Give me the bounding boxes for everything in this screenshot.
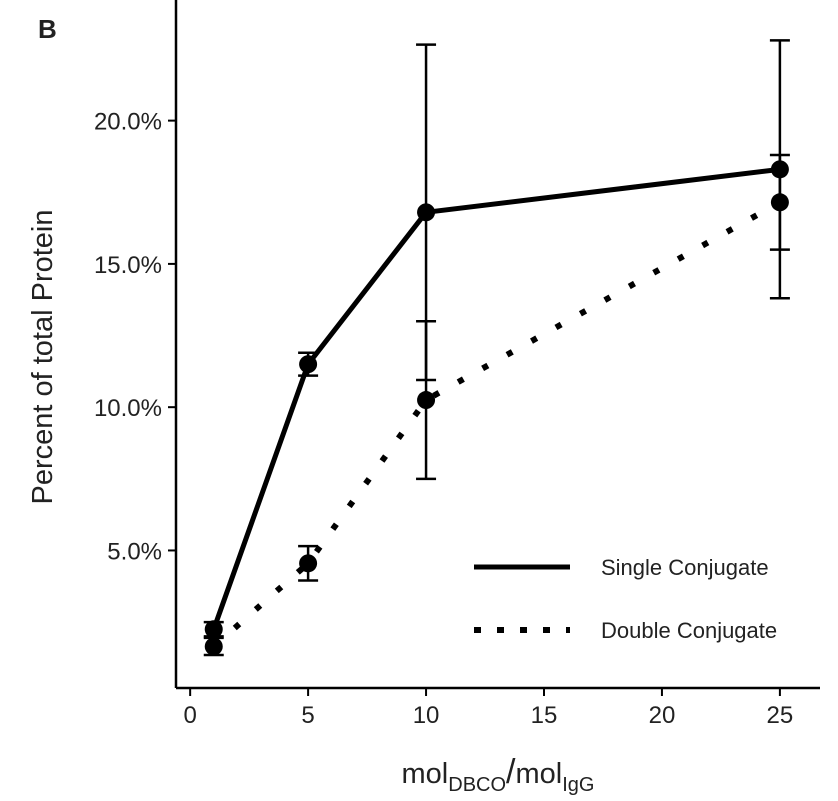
x-tick-label: 10 xyxy=(413,702,440,729)
series-line-0 xyxy=(211,166,781,631)
series-line-1 xyxy=(211,199,782,649)
x-tick-label: 25 xyxy=(767,702,794,729)
x-tick-label: 0 xyxy=(183,702,196,729)
y-axis-label: Percent of total Protein xyxy=(27,210,59,505)
x-axis-label: molDBCO/molIgG xyxy=(402,753,595,796)
data-point xyxy=(299,355,318,374)
y-tick-label: 5.0% xyxy=(107,538,162,565)
y-tick-label: 10.0% xyxy=(94,395,162,422)
legend-label: Single Conjugate xyxy=(601,555,769,580)
data-point xyxy=(770,193,789,212)
panel-label: B xyxy=(38,14,57,44)
x-tick-label: 20 xyxy=(649,702,676,729)
x-tick-label: 5 xyxy=(301,702,314,729)
y-tick-label: 15.0% xyxy=(94,252,162,279)
data-point xyxy=(417,203,436,222)
y-tick-label: 20.0% xyxy=(94,109,162,136)
x-tick-label: 15 xyxy=(531,702,558,729)
legend-label: Double Conjugate xyxy=(601,618,777,643)
data-point xyxy=(204,620,223,639)
data-point xyxy=(204,637,223,656)
legend: Single Conjugate Double Conjugate xyxy=(474,555,777,643)
data-point xyxy=(299,554,318,573)
data-point xyxy=(417,391,436,410)
